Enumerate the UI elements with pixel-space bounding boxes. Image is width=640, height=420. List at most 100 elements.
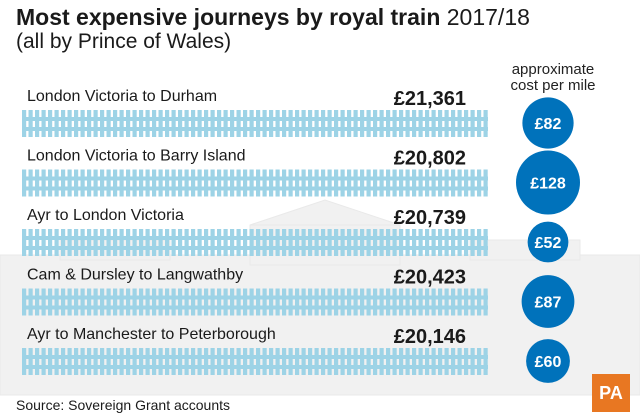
track-rail <box>22 236 488 240</box>
track-sleeper <box>353 169 358 197</box>
track-sleeper <box>262 169 267 197</box>
track-sleeper <box>158 348 163 375</box>
track-sleeper <box>412 169 417 197</box>
track-sleeper <box>360 229 365 256</box>
track-rail <box>22 127 488 131</box>
track-sleeper <box>139 348 144 375</box>
track-sleeper <box>152 348 157 375</box>
track-sleeper <box>74 348 79 375</box>
track-sleeper <box>444 110 449 137</box>
track-sleeper <box>126 288 131 316</box>
track-sleeper <box>28 169 33 197</box>
track-sleeper <box>347 229 352 256</box>
track-sleeper <box>340 169 345 197</box>
track-sleeper <box>28 288 33 316</box>
track-sleeper <box>340 110 345 137</box>
track-sleeper <box>119 348 124 375</box>
track-sleeper <box>22 288 27 316</box>
track-sleeper <box>230 348 235 375</box>
track-sleeper <box>379 110 384 137</box>
track-sleeper <box>223 288 228 316</box>
track-sleeper <box>28 348 33 375</box>
track-sleeper <box>106 348 111 375</box>
track-sleeper <box>444 229 449 256</box>
track-sleeper <box>334 348 339 375</box>
track-sleeper <box>139 288 144 316</box>
cost-label: £82 <box>535 116 562 133</box>
track-sleeper <box>67 348 72 375</box>
track-sleeper <box>457 169 462 197</box>
track-sleeper <box>399 288 404 316</box>
track-sleeper <box>444 288 449 316</box>
track-sleeper <box>386 169 391 197</box>
track-sleeper <box>54 229 59 256</box>
track-sleeper <box>412 110 417 137</box>
track-sleeper <box>100 169 105 197</box>
track-sleeper <box>262 229 267 256</box>
cost-per-mile-header: approximate cost per mile <box>510 61 596 94</box>
track-sleeper <box>223 229 228 256</box>
track-sleeper <box>477 288 482 316</box>
cost-label: £128 <box>530 176 566 193</box>
track-sleeper <box>204 169 209 197</box>
track-sleeper <box>217 288 222 316</box>
track-sleeper <box>126 229 131 256</box>
track-sleeper <box>301 288 306 316</box>
track-sleeper <box>386 229 391 256</box>
track-sleeper <box>74 169 79 197</box>
track-sleeper <box>22 169 27 197</box>
track-sleeper <box>184 229 189 256</box>
track-sleeper <box>249 169 254 197</box>
track-sleeper <box>366 110 371 137</box>
track-sleeper <box>67 229 72 256</box>
track-sleeper <box>152 110 157 137</box>
track-sleeper <box>373 288 378 316</box>
track-sleeper <box>35 169 40 197</box>
track-sleeper <box>431 110 436 137</box>
track-sleeper <box>210 288 215 316</box>
track-bar <box>22 110 488 137</box>
track-sleeper <box>301 169 306 197</box>
track-sleeper <box>470 110 475 137</box>
track-sleeper <box>379 288 384 316</box>
value-label: £20,802 <box>394 148 466 170</box>
track-sleeper <box>41 348 46 375</box>
track-sleeper <box>360 110 365 137</box>
track-sleeper <box>139 110 144 137</box>
track-sleeper <box>210 229 215 256</box>
track-sleeper <box>145 229 150 256</box>
track-sleeper <box>288 169 293 197</box>
track-sleeper <box>48 288 53 316</box>
track-bar <box>22 169 488 197</box>
track-sleeper <box>483 229 488 256</box>
category-label: Ayr to London Victoria <box>27 207 184 224</box>
track-sleeper <box>425 110 430 137</box>
track-sleeper <box>230 110 235 137</box>
track-sleeper <box>392 288 397 316</box>
track-sleeper <box>269 229 274 256</box>
track-sleeper <box>74 288 79 316</box>
track-sleeper <box>256 229 261 256</box>
track-sleeper <box>353 348 358 375</box>
track-sleeper <box>249 288 254 316</box>
track-sleeper <box>87 348 92 375</box>
track-sleeper <box>61 110 66 137</box>
track-sleeper <box>288 348 293 375</box>
track-sleeper <box>334 169 339 197</box>
track-sleeper <box>113 110 118 137</box>
track-sleeper <box>119 110 124 137</box>
cost-bubble <box>521 275 575 328</box>
track-sleeper <box>191 110 196 137</box>
track-sleeper <box>145 169 150 197</box>
track-sleeper <box>35 229 40 256</box>
track-sleeper <box>470 169 475 197</box>
track-sleeper <box>386 288 391 316</box>
track-sleeper <box>464 110 469 137</box>
track-sleeper <box>405 348 410 375</box>
track-sleeper <box>119 229 124 256</box>
track-sleeper <box>262 110 267 137</box>
track-sleeper <box>275 348 280 375</box>
track-sleeper <box>191 348 196 375</box>
track-sleeper <box>191 169 196 197</box>
track-sleeper <box>464 169 469 197</box>
